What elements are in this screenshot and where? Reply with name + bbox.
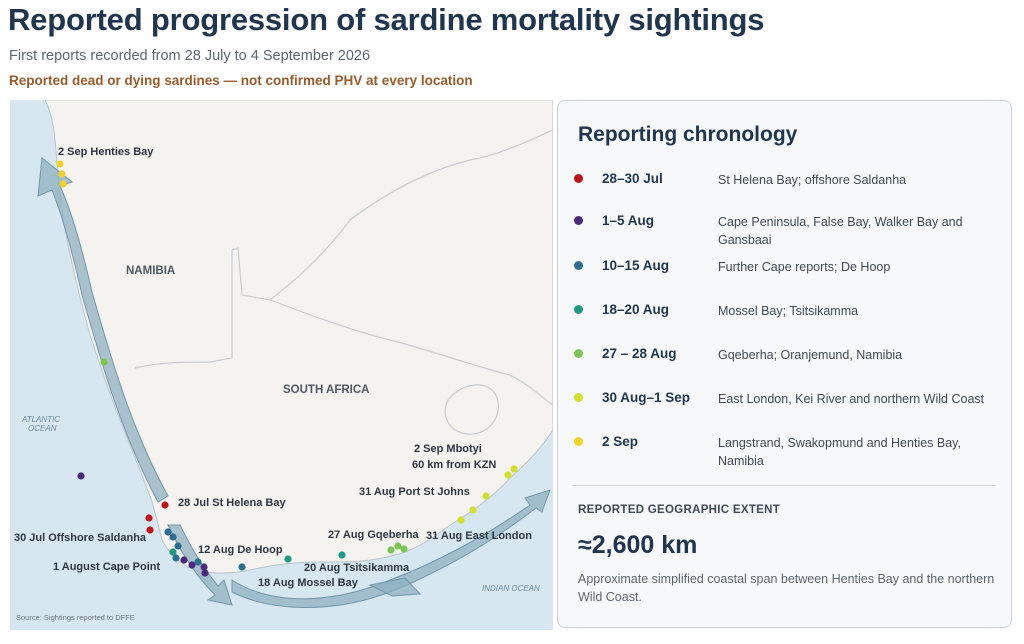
label-cape-point: 1 August Cape Point	[53, 561, 160, 573]
chronology-panel: Reporting chronology 28–30 Jul St Helena…	[557, 100, 1012, 628]
label-port-st-johns: 31 Aug Port St Johns	[359, 486, 470, 498]
label-gqeberha: 27 Aug Gqeberha	[328, 529, 420, 541]
chronology-desc: Langstrand, Swakopmund and Henties Bay, …	[718, 436, 961, 468]
dot-cape-8	[194, 558, 202, 566]
label-mbotyi-distance: 60 km from KZN	[412, 459, 496, 471]
ocean-label-atlantic-2: OCEAN	[28, 424, 57, 433]
namibia-border	[134, 129, 553, 369]
extent-label: REPORTED GEOGRAPHIC EXTENT	[578, 504, 781, 516]
dot-cape-2	[169, 533, 177, 541]
dot-cape-1	[164, 528, 172, 536]
dot-saldanha-2	[146, 526, 154, 534]
chronology-desc: Further Cape reports; De Hoop	[718, 260, 891, 274]
dot-cape-7	[188, 561, 196, 569]
region-label-namibia: NAMIBIA	[126, 265, 175, 277]
dot-henties-1	[56, 160, 64, 168]
dot-st-helena	[161, 501, 169, 509]
dot-tsitsikamma	[338, 551, 346, 559]
chronology-desc: Gqeberha; Oranjemund, Namibia	[718, 348, 903, 362]
chronology-desc: East London, Kei River and northern Wild…	[718, 392, 985, 406]
chronology-date: 2 Sep	[602, 434, 639, 449]
chronology-date: 1–5 Aug	[602, 213, 655, 228]
land-mass	[44, 100, 553, 574]
legend-dot	[574, 216, 583, 225]
dot-cape-4	[169, 548, 177, 556]
source-note: Source: Sightings reported to DFFE	[16, 613, 135, 622]
label-offshore-saldanha: 30 Jul Offshore Saldanha	[14, 532, 147, 544]
page-title: Reported progression of sardine mortalit…	[8, 2, 765, 37]
caveat-note: Reported dead or dying sardines — not co…	[9, 73, 473, 88]
dot-gqeberha-2	[394, 542, 402, 550]
chronology-date: 27 – 28 Aug	[602, 346, 677, 361]
chronology-desc: St Helena Bay; offshore Saldanha	[718, 173, 907, 187]
legend-dot	[574, 437, 583, 446]
dot-kei-1	[469, 506, 477, 514]
dot-mossel-bay	[284, 555, 292, 563]
map-canvas: NAMIBIA SOUTH AFRICA ATLANTIC OCEAN INDI…	[14, 100, 553, 622]
label-de-hoop: 12 Aug De Hoop	[198, 544, 283, 556]
legend-dot	[574, 174, 583, 183]
dot-gqeberha-1	[387, 546, 395, 554]
sighting-dots	[56, 160, 518, 577]
label-tsitsikamma: 20 Aug Tsitsikamma	[304, 562, 410, 574]
dot-henties-2	[58, 170, 66, 178]
chronology-title: Reporting chronology	[578, 123, 798, 146]
dot-de-hoop	[238, 563, 246, 571]
chronology-date: 18–20 Aug	[602, 302, 670, 317]
dot-port-st-johns	[482, 492, 490, 500]
ocean-label-indian: INDIAN OCEAN	[482, 584, 540, 593]
sa-border	[269, 299, 553, 406]
sightings-map: NAMIBIA SOUTH AFRICA ATLANTIC OCEAN INDI…	[10, 100, 553, 630]
legend-dot	[574, 261, 583, 270]
dot-mbotyi-2	[510, 465, 518, 473]
dot-henties-3	[59, 180, 67, 188]
page-subtitle: First reports recorded from 28 July to 4…	[9, 48, 371, 64]
chronology-desc: Cape Peninsula, False Bay, Walker Bay an…	[718, 215, 963, 247]
dot-mbotyi-1	[504, 471, 512, 479]
chronology-desc: Mossel Bay; Tsitsikamma	[718, 304, 859, 318]
label-henties-bay: 2 Sep Henties Bay	[58, 146, 154, 158]
south-coast-arrow	[167, 489, 551, 608]
extent-value: ≈2,600 km	[578, 531, 698, 559]
chronology-date: 30 Aug–1 Sep	[602, 390, 691, 405]
panel-divider	[572, 485, 996, 486]
legend-dot	[574, 349, 583, 358]
dot-oranjemund	[100, 358, 108, 366]
dot-gqeberha-3	[400, 545, 408, 553]
chronology-date: 28–30 Jul	[602, 171, 663, 186]
dot-cape-6	[180, 556, 188, 564]
label-st-helena-bay: 28 Jul St Helena Bay	[178, 497, 286, 509]
extent-note: Approximate simplified coastal span betw…	[578, 572, 995, 604]
legend-dot	[574, 393, 583, 402]
label-east-london: 31 Aug East London	[426, 530, 532, 542]
chronology-date: 10–15 Aug	[602, 258, 670, 273]
legend-dot	[574, 305, 583, 314]
dot-east-london	[457, 516, 465, 524]
dot-saldanha-1	[145, 514, 153, 522]
dot-offshore-aug	[77, 472, 85, 480]
lesotho-border	[444, 384, 499, 435]
dot-cape-9	[200, 563, 208, 571]
region-label-south-africa: SOUTH AFRICA	[283, 384, 369, 396]
dot-cape-10	[201, 569, 209, 577]
ocean-label-atlantic: ATLANTIC	[21, 415, 60, 424]
label-mossel-bay: 18 Aug Mossel Bay	[258, 577, 359, 589]
label-mbotyi: 2 Sep Mbotyi	[414, 443, 482, 455]
dot-cape-5	[172, 554, 180, 562]
dot-cape-3	[174, 542, 182, 550]
west-coast-arrow	[37, 157, 169, 503]
